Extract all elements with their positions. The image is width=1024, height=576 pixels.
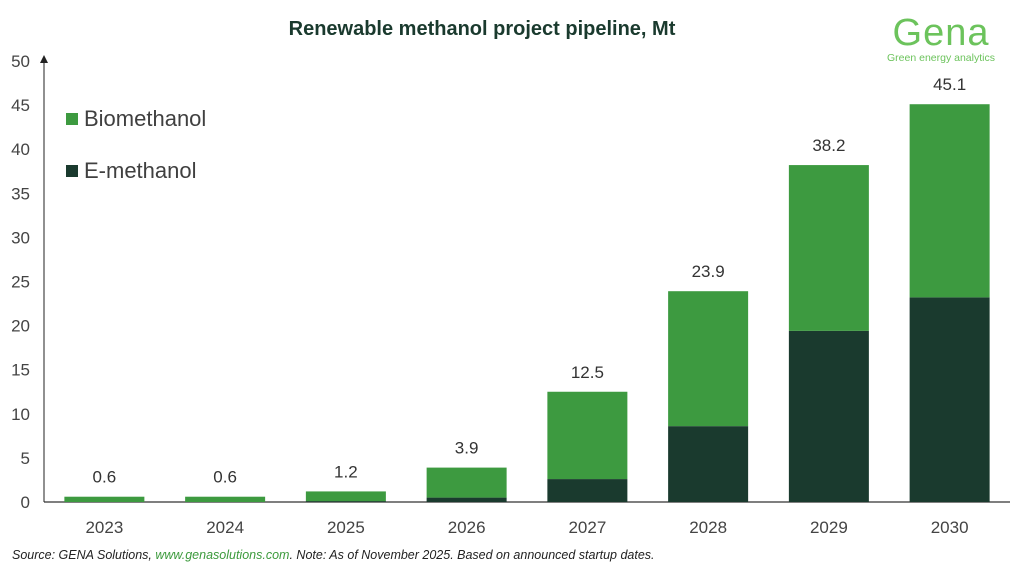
source-link[interactable]: www.genasolutions.com [155, 548, 290, 562]
logo-tagline: Green energy analytics [887, 52, 995, 64]
legend-e-methanol: E-methanol [66, 158, 197, 184]
x-tick-label: 2024 [206, 518, 244, 537]
y-tick-label: 35 [11, 184, 30, 203]
total-data-label: 38.2 [812, 136, 845, 155]
source-prefix: Source: GENA Solutions, [12, 548, 156, 562]
legend-swatch-biomethanol [66, 113, 78, 125]
bar-e-methanol-2030 [909, 297, 990, 502]
bar-e-methanol-2029 [788, 330, 869, 502]
y-tick-label: 40 [11, 140, 30, 159]
x-tick-label: 2030 [931, 518, 969, 537]
bar-e-methanol-2028 [668, 426, 749, 502]
y-tick-label: 10 [11, 405, 30, 424]
y-tick-label: 15 [11, 361, 30, 380]
bar-e-methanol-2027 [547, 479, 628, 502]
bar-biomethanol-2023 [64, 496, 145, 502]
source-note: Source: GENA Solutions, www.genasolution… [12, 548, 655, 562]
y-tick-label: 45 [11, 96, 30, 115]
x-tick-label: 2029 [810, 518, 848, 537]
total-data-label: 3.9 [455, 439, 479, 458]
y-tick-label: 0 [21, 493, 30, 512]
bar-e-methanol-2026 [426, 497, 507, 502]
y-axis-arrow-icon [40, 55, 48, 63]
legend-label-e-methanol: E-methanol [84, 158, 197, 183]
total-data-label: 0.6 [93, 468, 117, 487]
total-data-label: 1.2 [334, 462, 358, 481]
bar-biomethanol-2029 [788, 165, 869, 331]
total-data-label: 0.6 [213, 468, 237, 487]
source-suffix: . Note: As of November 2025. Based on an… [289, 548, 655, 562]
bar-e-methanol-2025 [305, 501, 386, 502]
bar-biomethanol-2028 [668, 291, 749, 427]
bar-biomethanol-2024 [185, 496, 266, 502]
y-tick-label: 50 [11, 52, 30, 71]
bar-biomethanol-2027 [547, 391, 628, 480]
x-tick-label: 2028 [689, 518, 727, 537]
bar-biomethanol-2025 [305, 491, 386, 502]
gena-logo: Gena Green energy analytics [876, 14, 1006, 64]
legend-biomethanol: Biomethanol [66, 106, 206, 132]
y-tick-label: 5 [21, 449, 30, 468]
y-tick-label: 30 [11, 228, 30, 247]
bar-biomethanol-2026 [426, 467, 507, 498]
logo-name: Gena [892, 12, 990, 54]
y-tick-label: 20 [11, 317, 30, 336]
x-tick-label: 2026 [448, 518, 486, 537]
bar-biomethanol-2030 [909, 104, 990, 298]
legend-label-biomethanol: Biomethanol [84, 106, 207, 131]
x-tick-label: 2027 [568, 518, 606, 537]
total-data-label: 45.1 [933, 75, 966, 94]
y-tick-label: 25 [11, 273, 30, 292]
total-data-label: 23.9 [692, 262, 725, 281]
chart-title: Renewable methanol project pipeline, Mt [288, 18, 676, 40]
total-data-label: 12.5 [571, 363, 604, 382]
x-tick-label: 2025 [327, 518, 365, 537]
x-tick-label: 2023 [85, 518, 123, 537]
legend-swatch-e-methanol [66, 165, 78, 177]
